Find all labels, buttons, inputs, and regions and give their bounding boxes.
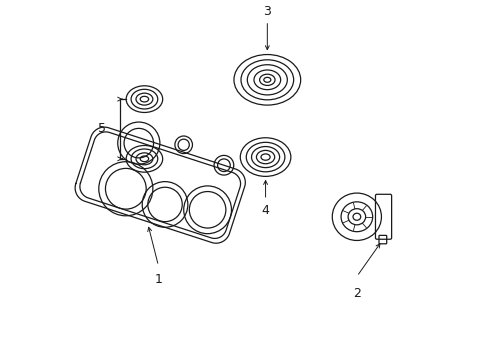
Text: 3: 3 bbox=[263, 5, 271, 18]
Text: 5: 5 bbox=[98, 122, 106, 135]
Text: 1: 1 bbox=[154, 273, 162, 286]
Text: 2: 2 bbox=[352, 287, 360, 300]
Text: 4: 4 bbox=[261, 204, 269, 217]
